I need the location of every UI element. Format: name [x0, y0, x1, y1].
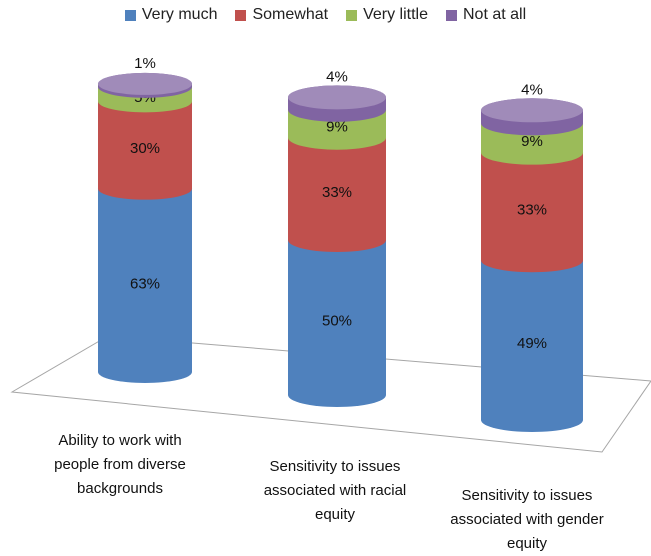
value-label: 30%	[130, 140, 160, 157]
value-label: 9%	[521, 133, 543, 150]
cylinder-segment	[288, 125, 386, 252]
value-label: 49%	[517, 335, 547, 352]
cylinder-segment	[481, 140, 583, 273]
cylinder-segment	[98, 177, 192, 383]
category-label: Ability to work with people from diverse…	[54, 432, 186, 497]
legend-swatch	[346, 9, 358, 21]
legend-item: Somewhat	[235, 6, 328, 24]
value-label: 33%	[517, 201, 547, 218]
legend-label: Very little	[363, 6, 428, 23]
legend-label: Very much	[141, 6, 218, 23]
cylinder-top	[98, 72, 192, 95]
value-label: 50%	[322, 312, 352, 329]
cylinder-segment	[98, 90, 192, 200]
value-label: 33%	[322, 184, 352, 201]
value-label: 9%	[326, 119, 348, 136]
legend-label: Not at all	[462, 6, 527, 23]
value-label: 4%	[521, 81, 543, 98]
legend-item: Very little	[346, 6, 428, 24]
value-label: 4%	[326, 68, 348, 85]
value-label: 1%	[134, 55, 156, 72]
legend: Very much Somewhat Very little Not at all	[0, 6, 651, 24]
cylinder-segment	[481, 248, 583, 432]
value-label: 63%	[130, 275, 160, 292]
legend-swatch	[235, 9, 247, 21]
legend-swatch	[124, 9, 136, 21]
cylinder-top	[288, 85, 386, 110]
cylinder-top	[481, 98, 583, 123]
category-label: Sensitivity to issues associated with ra…	[263, 458, 407, 523]
legend-label: Somewhat	[252, 6, 329, 23]
category-label: Sensitivity to issues associated with ge…	[450, 487, 604, 552]
legend-item: Very much	[124, 6, 218, 24]
legend-item: Not at all	[445, 6, 527, 24]
legend-swatch	[445, 9, 457, 21]
cylinder-segment	[288, 228, 386, 407]
